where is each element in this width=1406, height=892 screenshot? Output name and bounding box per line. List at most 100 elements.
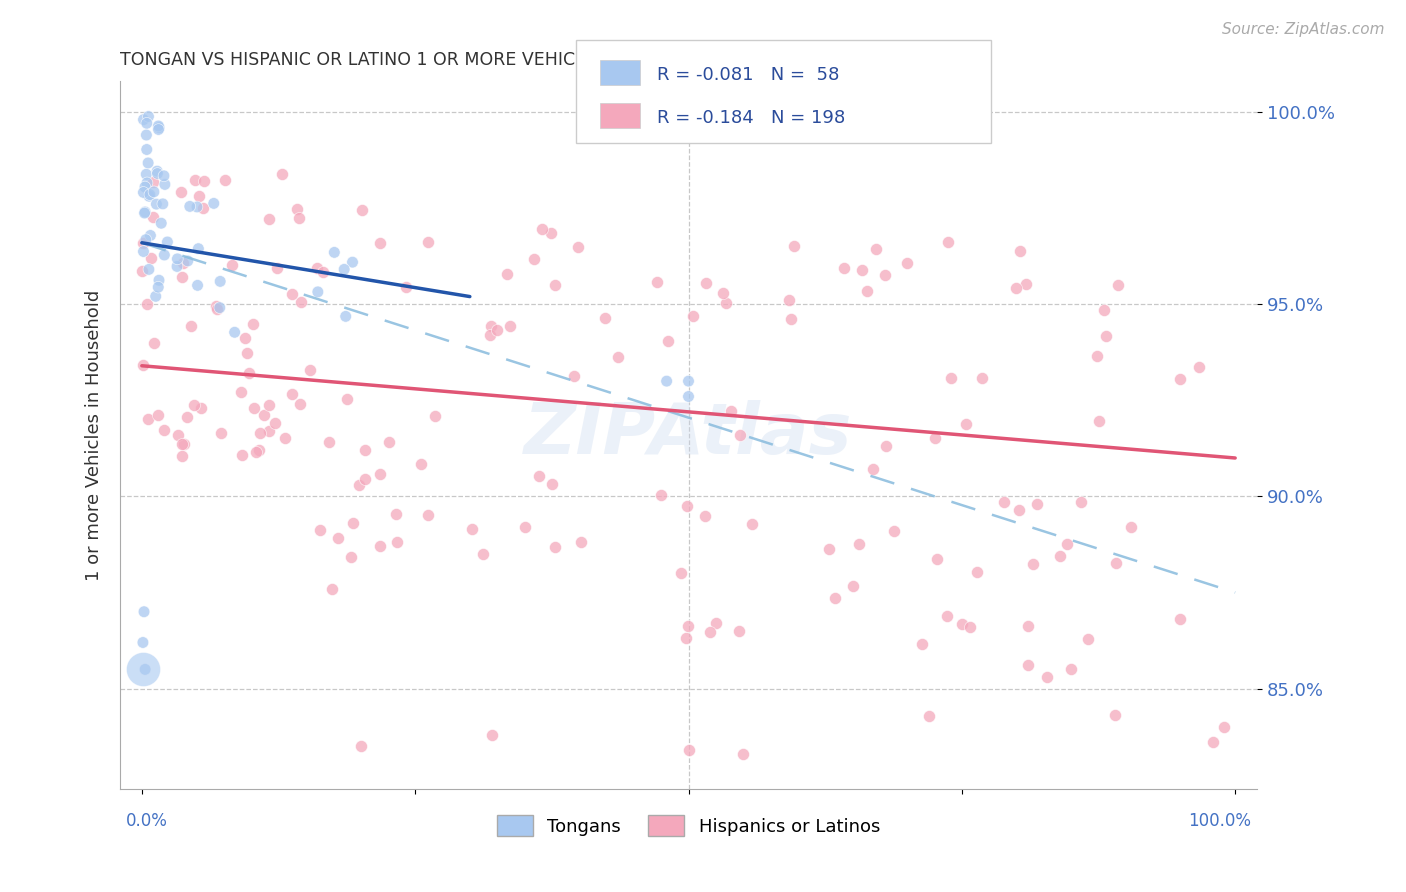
- Point: [221, 259, 243, 273]
- Point: [136, 156, 159, 170]
- Point: [271, 167, 294, 181]
- Point: [257, 398, 280, 412]
- Point: [481, 728, 503, 742]
- Point: [1056, 537, 1078, 551]
- Point: [1187, 360, 1209, 375]
- Point: [134, 662, 156, 676]
- Point: [134, 206, 156, 220]
- Point: [851, 262, 873, 277]
- Point: [993, 495, 1015, 509]
- Point: [139, 228, 162, 243]
- Point: [678, 390, 700, 404]
- Point: [172, 436, 194, 450]
- Point: [135, 128, 157, 142]
- Point: [138, 189, 160, 203]
- Point: [927, 551, 949, 566]
- Point: [287, 211, 309, 225]
- Point: [650, 488, 672, 502]
- Point: [180, 319, 202, 334]
- Point: [706, 616, 728, 631]
- Point: [495, 267, 517, 281]
- Point: [172, 256, 194, 270]
- Point: [281, 387, 304, 401]
- Point: [675, 631, 697, 645]
- Point: [145, 289, 167, 303]
- Point: [187, 242, 209, 256]
- Point: [733, 747, 755, 761]
- Point: [720, 404, 742, 418]
- Point: [132, 186, 155, 200]
- Point: [132, 236, 155, 251]
- Point: [191, 201, 214, 215]
- Point: [148, 273, 170, 287]
- Point: [353, 472, 375, 486]
- Point: [138, 262, 160, 277]
- Point: [166, 260, 188, 274]
- Point: [347, 478, 370, 492]
- Point: [259, 424, 281, 438]
- Point: [299, 363, 322, 377]
- Point: [333, 262, 356, 277]
- Point: [593, 311, 616, 326]
- Point: [249, 425, 271, 440]
- Point: [148, 280, 170, 294]
- Point: [245, 445, 267, 459]
- Point: [941, 371, 963, 385]
- Point: [209, 426, 232, 441]
- Point: [522, 252, 544, 266]
- Point: [479, 319, 502, 334]
- Point: [236, 345, 259, 359]
- Point: [1008, 244, 1031, 258]
- Point: [478, 328, 501, 343]
- Point: [896, 256, 918, 270]
- Point: [146, 408, 169, 422]
- Point: [148, 119, 170, 133]
- Point: [231, 448, 253, 462]
- Point: [873, 268, 896, 282]
- Point: [143, 335, 166, 350]
- Point: [318, 434, 340, 449]
- Point: [136, 297, 159, 311]
- Point: [485, 323, 508, 337]
- Point: [1104, 708, 1126, 723]
- Point: [339, 549, 361, 564]
- Point: [153, 248, 176, 262]
- Point: [132, 358, 155, 372]
- Point: [312, 265, 335, 279]
- Text: ZIPAtlas: ZIPAtlas: [524, 401, 853, 469]
- Point: [1213, 720, 1236, 734]
- Point: [166, 428, 188, 442]
- Point: [335, 310, 357, 324]
- Point: [190, 401, 212, 415]
- Point: [911, 637, 934, 651]
- Point: [959, 620, 981, 634]
- Point: [728, 427, 751, 442]
- Point: [253, 408, 276, 422]
- Point: [179, 199, 201, 213]
- Point: [342, 255, 364, 269]
- Point: [321, 582, 343, 596]
- Point: [153, 423, 176, 437]
- Point: [290, 295, 312, 310]
- Point: [1036, 669, 1059, 683]
- Point: [148, 120, 170, 135]
- Text: R = -0.184   N = 198: R = -0.184 N = 198: [657, 109, 845, 127]
- Point: [135, 143, 157, 157]
- Point: [243, 401, 266, 416]
- Point: [134, 205, 156, 219]
- Point: [848, 537, 870, 551]
- Point: [146, 167, 169, 181]
- Point: [741, 517, 763, 532]
- Point: [970, 370, 993, 384]
- Point: [170, 186, 193, 200]
- Point: [842, 579, 865, 593]
- Point: [148, 122, 170, 136]
- Point: [342, 516, 364, 531]
- Point: [966, 565, 988, 579]
- Point: [936, 608, 959, 623]
- Point: [287, 202, 309, 216]
- Point: [778, 293, 800, 307]
- Point: [368, 235, 391, 250]
- Point: [132, 662, 155, 676]
- Point: [676, 499, 699, 513]
